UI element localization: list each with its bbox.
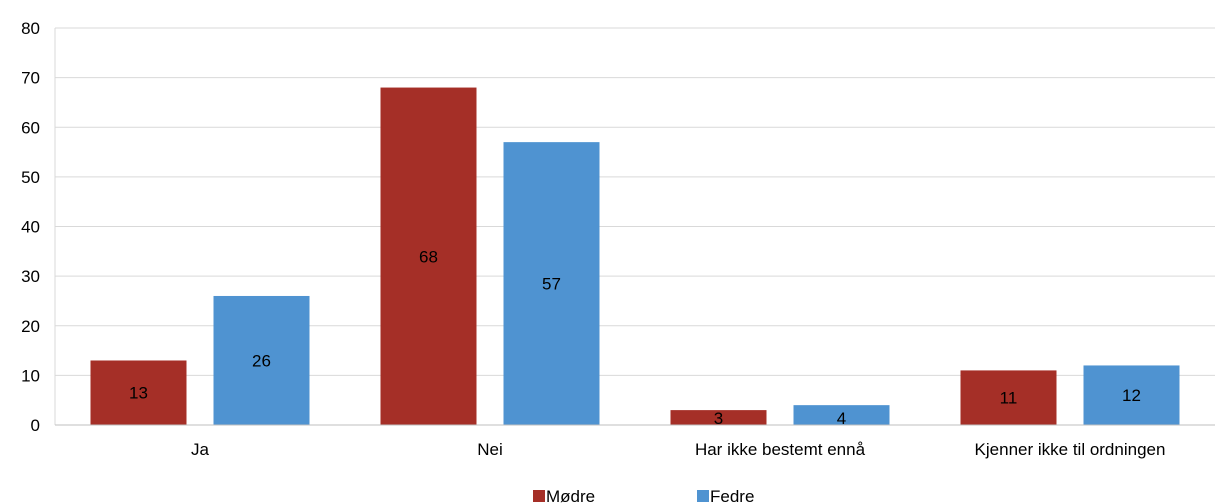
y-tick-label: 30 (21, 267, 40, 286)
legend-label: Fedre (710, 487, 754, 504)
y-tick-label: 60 (21, 118, 40, 137)
data-label: 3 (714, 409, 723, 428)
data-label: 4 (837, 409, 846, 428)
y-tick-label: 50 (21, 168, 40, 187)
bar-Mødre-Nei (380, 87, 477, 426)
bar-Fedre-Nei (503, 142, 600, 425)
data-label: 11 (1000, 389, 1018, 408)
data-label: 57 (542, 275, 561, 294)
y-tick-label: 10 (21, 366, 40, 385)
x-tick-label: Nei (477, 440, 503, 459)
legend-item-Mødre: Mødre (533, 487, 595, 504)
data-label: 68 (419, 247, 438, 266)
x-tick-label: Har ikke bestemt ennå (695, 440, 866, 459)
data-label: 26 (252, 351, 271, 370)
legend-swatch (533, 490, 545, 502)
bars (90, 87, 1180, 426)
x-tick-label: Ja (191, 440, 210, 459)
bar-Fedre-Har ikke bestemt ennå (793, 405, 890, 425)
y-tick-label: 40 (21, 218, 40, 237)
legend-item-Fedre: Fedre (697, 487, 754, 504)
x-tick-label: Kjenner ikke til ordningen (975, 440, 1166, 459)
y-axis: 0 10 20 30 40 50 60 70 80 (21, 19, 40, 435)
bar-Fedre-Ja (213, 295, 310, 425)
legend-label: Mødre (546, 487, 595, 504)
bar-Mødre-Kjenner ikke til ordningen (960, 370, 1057, 425)
data-label: 13 (129, 384, 148, 403)
legend: Mødre Fedre (533, 487, 754, 504)
legend-swatch (697, 490, 709, 502)
y-tick-label: 20 (21, 317, 40, 336)
data-label: 12 (1122, 386, 1141, 405)
bar-Mødre-Ja (90, 360, 187, 425)
y-tick-label: 80 (21, 19, 40, 38)
bar-Mødre-Har ikke bestemt ennå (670, 410, 767, 425)
bar-Fedre-Kjenner ikke til ordningen (1083, 365, 1180, 425)
y-tick-label: 70 (21, 69, 40, 88)
x-axis: Ja Nei Har ikke bestemt ennå Kjenner ikke t… (55, 424, 1215, 459)
y-tick-label: 0 (31, 416, 40, 435)
